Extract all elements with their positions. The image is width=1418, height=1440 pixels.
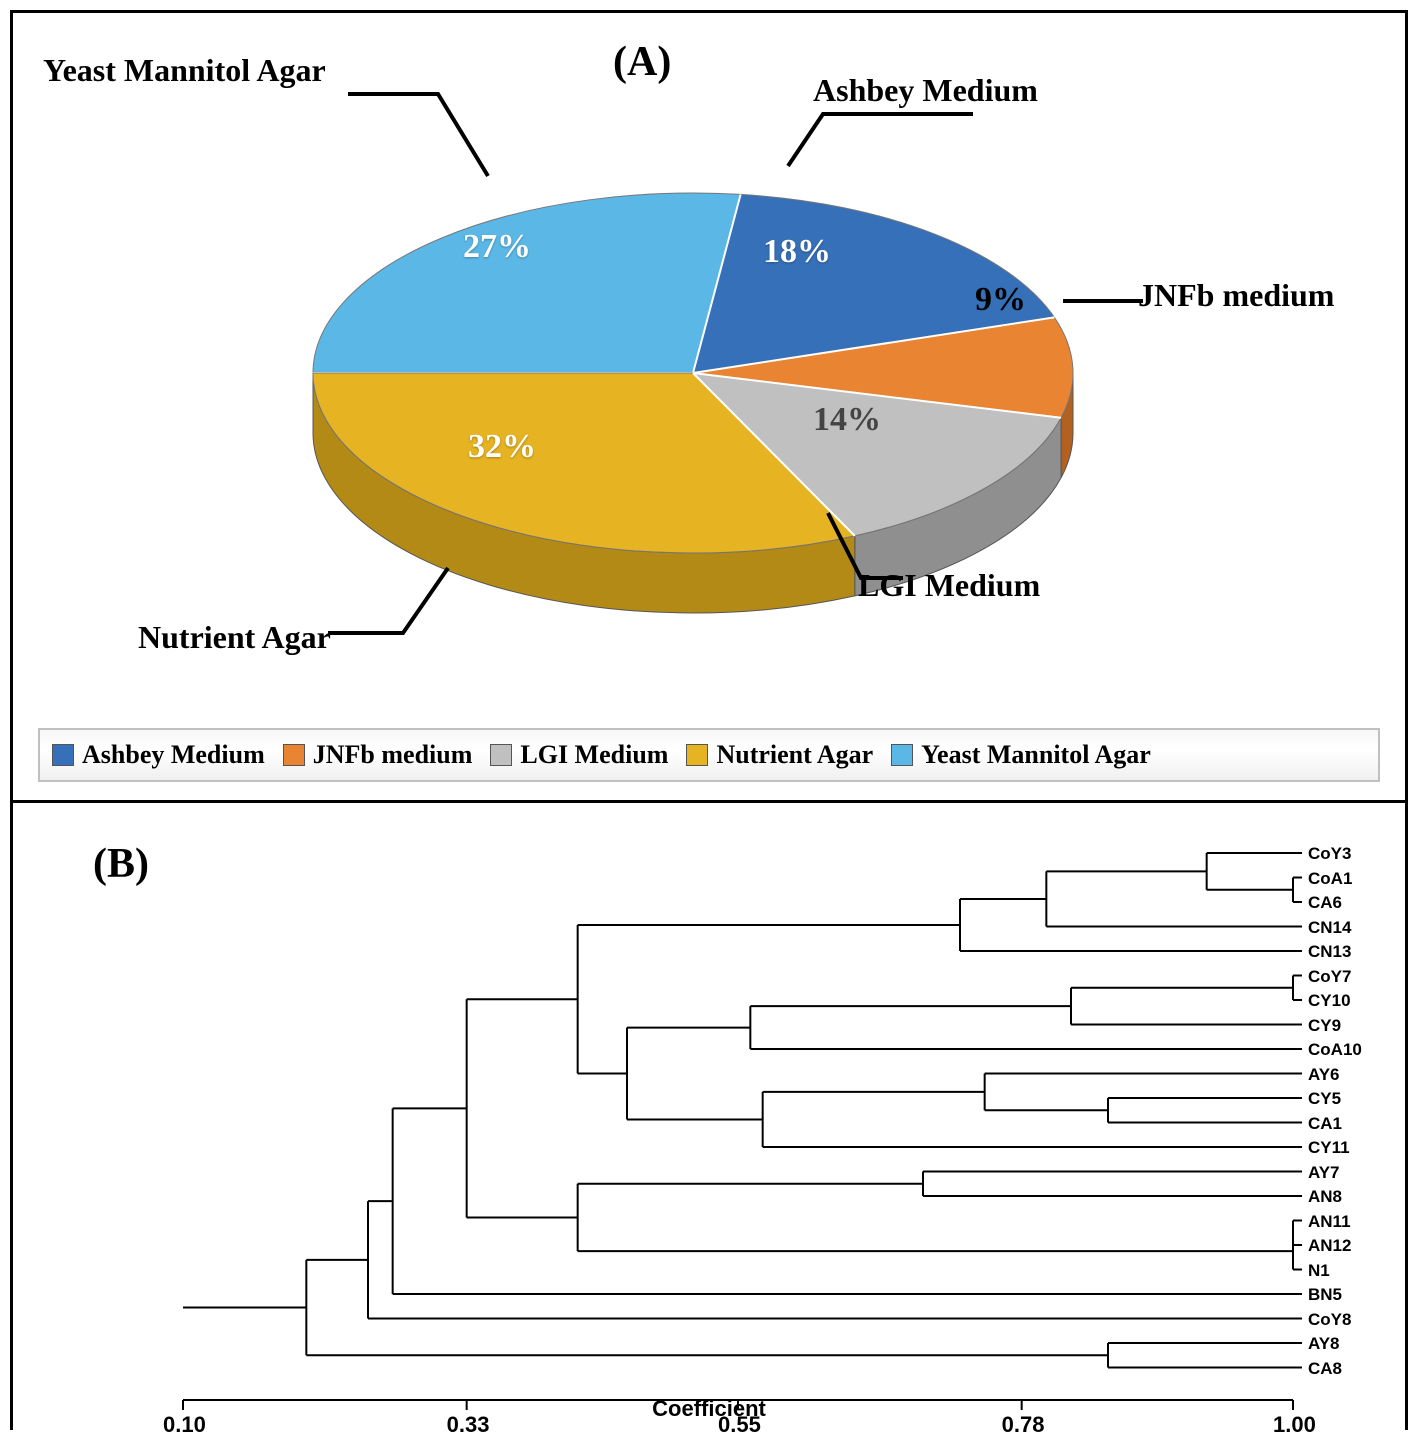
legend-label: Yeast Mannitol Agar [921, 740, 1151, 770]
pct-lgi: 14% [813, 401, 881, 439]
pie-label-nutrient: Nutrient Agar [138, 620, 331, 655]
dendro-leaf-label: CoA1 [1308, 869, 1352, 889]
dendro-leaf-label: CA6 [1308, 893, 1342, 913]
dendro-leaf-label: CN14 [1308, 918, 1351, 938]
figure-container: (A) Yeast Mannitol Agar Ashbey Medium JN… [10, 10, 1408, 1430]
x-tick-label: 0.33 [447, 1412, 490, 1438]
pct-ashbey: 18% [763, 233, 831, 271]
dendro-leaf-label: CY9 [1308, 1016, 1341, 1036]
legend-item: Ashbey Medium [52, 740, 265, 770]
pie-legend: Ashbey Medium JNFb medium LGI Medium Nut… [38, 728, 1380, 782]
leader-lgi [823, 503, 913, 583]
pie-label-ashbey: Ashbey Medium [813, 73, 1038, 108]
legend-swatch [686, 744, 708, 766]
dendro-leaf-label: CoY8 [1308, 1310, 1351, 1330]
dendro-leaf-label: AY6 [1308, 1065, 1340, 1085]
dendro-leaf-label: AN12 [1308, 1236, 1351, 1256]
leader-nutrient [323, 558, 453, 638]
pct-nutrient: 32% [468, 428, 536, 466]
dendro-leaf-label: CN13 [1308, 942, 1351, 962]
leader-yeast [343, 91, 493, 191]
x-tick-label: 1.00 [1273, 1412, 1316, 1438]
pie-chart: Yeast Mannitol Agar Ashbey Medium JNFb m… [13, 13, 1405, 728]
dendro-leaf-label: AY7 [1308, 1163, 1340, 1183]
legend-swatch [283, 744, 305, 766]
legend-label: Ashbey Medium [82, 740, 265, 770]
legend-label: Nutrient Agar [716, 740, 873, 770]
dendro-leaf-label: CoY7 [1308, 967, 1351, 987]
x-tick-label: 0.78 [1002, 1412, 1045, 1438]
dendro-leaf-label: BN5 [1308, 1285, 1342, 1305]
legend-label: JNFb medium [313, 740, 473, 770]
legend-item: JNFb medium [283, 740, 473, 770]
pie-label-yeast: Yeast Mannitol Agar [43, 53, 326, 88]
legend-swatch [891, 744, 913, 766]
dendro-leaf-label: CA8 [1308, 1359, 1342, 1379]
dendro-leaf-label: CoY3 [1308, 844, 1351, 864]
legend-label: LGI Medium [520, 740, 668, 770]
leader-ashbey [783, 111, 983, 191]
dendro-leaf-label: N1 [1308, 1261, 1330, 1281]
legend-item: Nutrient Agar [686, 740, 873, 770]
dendro-leaf-label: CA1 [1308, 1114, 1342, 1134]
dendro-leaf-label: CY11 [1308, 1138, 1350, 1158]
leader-jnfb [1058, 296, 1148, 306]
dendrogram-svg [13, 803, 1411, 1430]
x-axis-label: Coefficient [652, 1396, 766, 1422]
pct-jnfb: 9% [975, 281, 1026, 319]
dendro-leaf-label: CY5 [1308, 1089, 1341, 1109]
pie-label-jnfb: JNFb medium [1138, 278, 1334, 313]
panel-a: (A) Yeast Mannitol Agar Ashbey Medium JN… [13, 13, 1405, 803]
pct-yeast: 27% [463, 228, 531, 266]
legend-item: Yeast Mannitol Agar [891, 740, 1151, 770]
dendro-leaf-label: CY10 [1308, 991, 1351, 1011]
legend-swatch [490, 744, 512, 766]
dendro-leaf-label: AY8 [1308, 1334, 1340, 1354]
panel-b: (B) 0.100.330.550.781.00CoY3CoA1CA6CN14C… [13, 803, 1405, 1430]
legend-swatch [52, 744, 74, 766]
dendro-leaf-label: CoA10 [1308, 1040, 1362, 1060]
legend-item: LGI Medium [490, 740, 668, 770]
dendro-leaf-label: AN8 [1308, 1187, 1342, 1207]
x-tick-label: 0.10 [163, 1412, 206, 1438]
dendro-leaf-label: AN11 [1308, 1212, 1351, 1232]
